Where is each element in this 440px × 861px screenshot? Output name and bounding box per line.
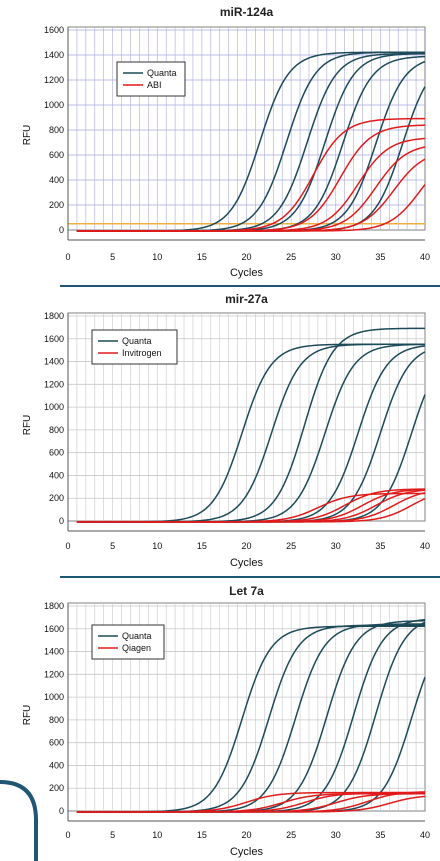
y-tick-label: 400 xyxy=(49,760,64,770)
x-axis-title: Cycles xyxy=(230,557,264,569)
y-tick-label: 1600 xyxy=(44,624,64,634)
y-tick-label: 1800 xyxy=(44,601,64,611)
chart-title: miR-124a xyxy=(220,5,274,19)
y-tick-label: 1200 xyxy=(44,669,64,679)
x-tick-label: 25 xyxy=(286,541,296,551)
legend-box xyxy=(91,329,178,365)
x-tick-label: 40 xyxy=(420,252,430,262)
legend-box xyxy=(116,61,186,97)
y-tick-label: 1600 xyxy=(44,25,64,35)
y-tick-label: 1200 xyxy=(44,75,64,85)
y-tick-label: 400 xyxy=(49,175,64,185)
x-tick-label: 15 xyxy=(197,541,207,551)
x-tick-label: 5 xyxy=(110,541,115,551)
legend: Quanta Qiagen xyxy=(91,624,165,660)
y-tick-label: 1000 xyxy=(44,100,64,110)
x-tick-label: 10 xyxy=(152,830,162,840)
chart-panel: miR-124a 0 200 400 600 800 1000 1200 1400 1600 0 5 1… xyxy=(22,5,430,279)
y-tick-label: 400 xyxy=(49,470,64,480)
y-axis-title: RFU xyxy=(22,125,33,146)
y-tick-label: 800 xyxy=(49,125,64,135)
chart-panel: mir-27a020040060080010001200140016001800… xyxy=(22,292,430,569)
y-tick-label: 800 xyxy=(49,425,64,435)
x-tick-label: 35 xyxy=(375,830,385,840)
y-tick-label: 1800 xyxy=(44,311,64,321)
x-tick-label: 25 xyxy=(286,830,296,840)
y-tick-label: 200 xyxy=(49,783,64,793)
y-tick-label: 200 xyxy=(49,200,64,210)
y-tick-label: 600 xyxy=(49,150,64,160)
x-tick-label: 25 xyxy=(286,252,296,262)
y-tick-label: 0 xyxy=(59,806,64,816)
x-tick-label: 0 xyxy=(65,252,70,262)
x-tick-label: 20 xyxy=(241,541,251,551)
x-tick-label: 35 xyxy=(375,252,385,262)
y-tick-label: 800 xyxy=(49,715,64,725)
series-curve xyxy=(76,497,426,523)
x-tick-label: 30 xyxy=(331,541,341,551)
y-tick-label: 0 xyxy=(59,225,64,235)
x-tick-label: 10 xyxy=(152,252,162,262)
x-tick-label: 10 xyxy=(152,541,162,551)
y-axis-title: RFU xyxy=(22,415,33,436)
y-tick-label: 1200 xyxy=(44,379,64,389)
y-tick-label: 1000 xyxy=(44,692,64,702)
chart-title: Let 7a xyxy=(229,584,264,598)
x-tick-label: 15 xyxy=(197,830,207,840)
x-axis-title: Cycles xyxy=(230,846,264,858)
y-tick-label: 600 xyxy=(49,448,64,458)
chart-panel: Let 7a 0 200 400 600 800 1000 1200 1400 1600 1800 0… xyxy=(22,584,430,858)
y-tick-label: 1000 xyxy=(44,402,64,412)
series-curve xyxy=(76,795,426,813)
y-tick-label: 1400 xyxy=(44,647,64,657)
decorative-arc xyxy=(0,780,38,861)
x-tick-label: 35 xyxy=(375,541,385,551)
legend-box xyxy=(91,624,165,660)
series-curve xyxy=(76,184,426,232)
x-tick-label: 20 xyxy=(241,252,251,262)
legend-label: Invitrogen xyxy=(122,348,162,358)
y-tick-label: 200 xyxy=(49,493,64,503)
x-axis-title: Cycles xyxy=(230,267,264,279)
legend: Quanta Invitrogen xyxy=(91,329,178,365)
y-tick-label: 1400 xyxy=(44,357,64,367)
x-tick-label: 0 xyxy=(65,830,70,840)
legend-label: Quanta xyxy=(122,631,152,641)
x-tick-label: 40 xyxy=(420,541,430,551)
legend-label: ABI xyxy=(147,80,162,90)
y-axis-title: RFU xyxy=(22,705,33,726)
x-tick-label: 5 xyxy=(110,830,115,840)
legend-label: Qiagen xyxy=(122,643,151,653)
x-tick-label: 30 xyxy=(331,252,341,262)
y-tick-label: 0 xyxy=(59,516,64,526)
y-tick-label: 600 xyxy=(49,738,64,748)
legend-label: Quanta xyxy=(122,336,152,346)
x-tick-label: 0 xyxy=(65,541,70,551)
chart-title: mir-27a xyxy=(225,292,268,306)
x-tick-label: 15 xyxy=(197,252,207,262)
x-tick-label: 30 xyxy=(331,830,341,840)
y-tick-label: 1600 xyxy=(44,334,64,344)
legend: Quanta ABI xyxy=(116,61,186,97)
x-tick-label: 40 xyxy=(420,830,430,840)
x-tick-label: 20 xyxy=(241,830,251,840)
x-tick-label: 5 xyxy=(110,252,115,262)
y-tick-label: 1400 xyxy=(44,50,64,60)
legend-label: Quanta xyxy=(147,68,177,78)
